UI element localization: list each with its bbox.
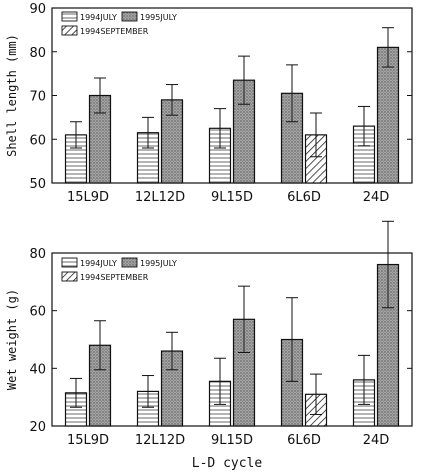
y-tick-label: 70 [29, 90, 46, 105]
x-category-label: 24D [363, 433, 390, 448]
legend-label-1995-july: 1995JULY [140, 13, 177, 22]
y-axis-title: Wet weight (g) [5, 289, 19, 390]
y-tick-label: 50 [29, 177, 46, 192]
shell-length-panel: 50 60 70 80 90 Shell length (mm) 15L9D 12L12D 9L… [5, 2, 413, 205]
legend-label-1994-september: 1994SEPTEMBER [80, 273, 149, 282]
legend-label-1995-july: 1995JULY [140, 259, 177, 268]
legend-swatch-1994-july [61, 257, 78, 268]
x-category-label: 6L6D [287, 433, 321, 448]
legend-label-1994-july: 1994JULY [80, 13, 117, 22]
bar [376, 46, 400, 184]
wet-weight-panel: 20 40 60 80 Wet weight (g) 15L9D 12L12D 9L15D 6L… [5, 220, 413, 448]
y-tick-label: 90 [29, 2, 46, 17]
legend-swatch-1994-september [61, 271, 78, 282]
y-tick-label: 60 [29, 305, 46, 320]
x-axis-title: L-D cycle [192, 456, 263, 471]
legend-swatch-1995-july [121, 257, 138, 268]
y-tick-label: 80 [29, 46, 46, 61]
legend-swatch-1994-july [61, 11, 78, 22]
y-tick-label: 20 [29, 420, 46, 435]
x-category-label: 15L9D [67, 190, 109, 205]
y-tick-label: 60 [29, 133, 46, 148]
x-category-label: 12L12D [135, 433, 185, 448]
x-category-label: 12L12D [135, 190, 185, 205]
x-category-label: 6L6D [287, 190, 321, 205]
legend-label-1994-july: 1994JULY [80, 259, 117, 268]
x-category-label: 9L15D [211, 190, 253, 205]
x-category-label: 9L15D [211, 433, 253, 448]
plot-frame [51, 252, 413, 427]
legend-swatch-1994-september [61, 25, 78, 36]
y-tick-label: 40 [29, 362, 46, 377]
legend-label-1994-september: 1994SEPTEMBER [80, 27, 149, 36]
x-category-label: 24D [363, 190, 390, 205]
x-category-label: 15L9D [67, 433, 109, 448]
legend-swatch-1995-july [121, 11, 138, 22]
y-axis-title: Shell length (mm) [5, 34, 19, 157]
y-tick-label: 80 [29, 247, 46, 262]
